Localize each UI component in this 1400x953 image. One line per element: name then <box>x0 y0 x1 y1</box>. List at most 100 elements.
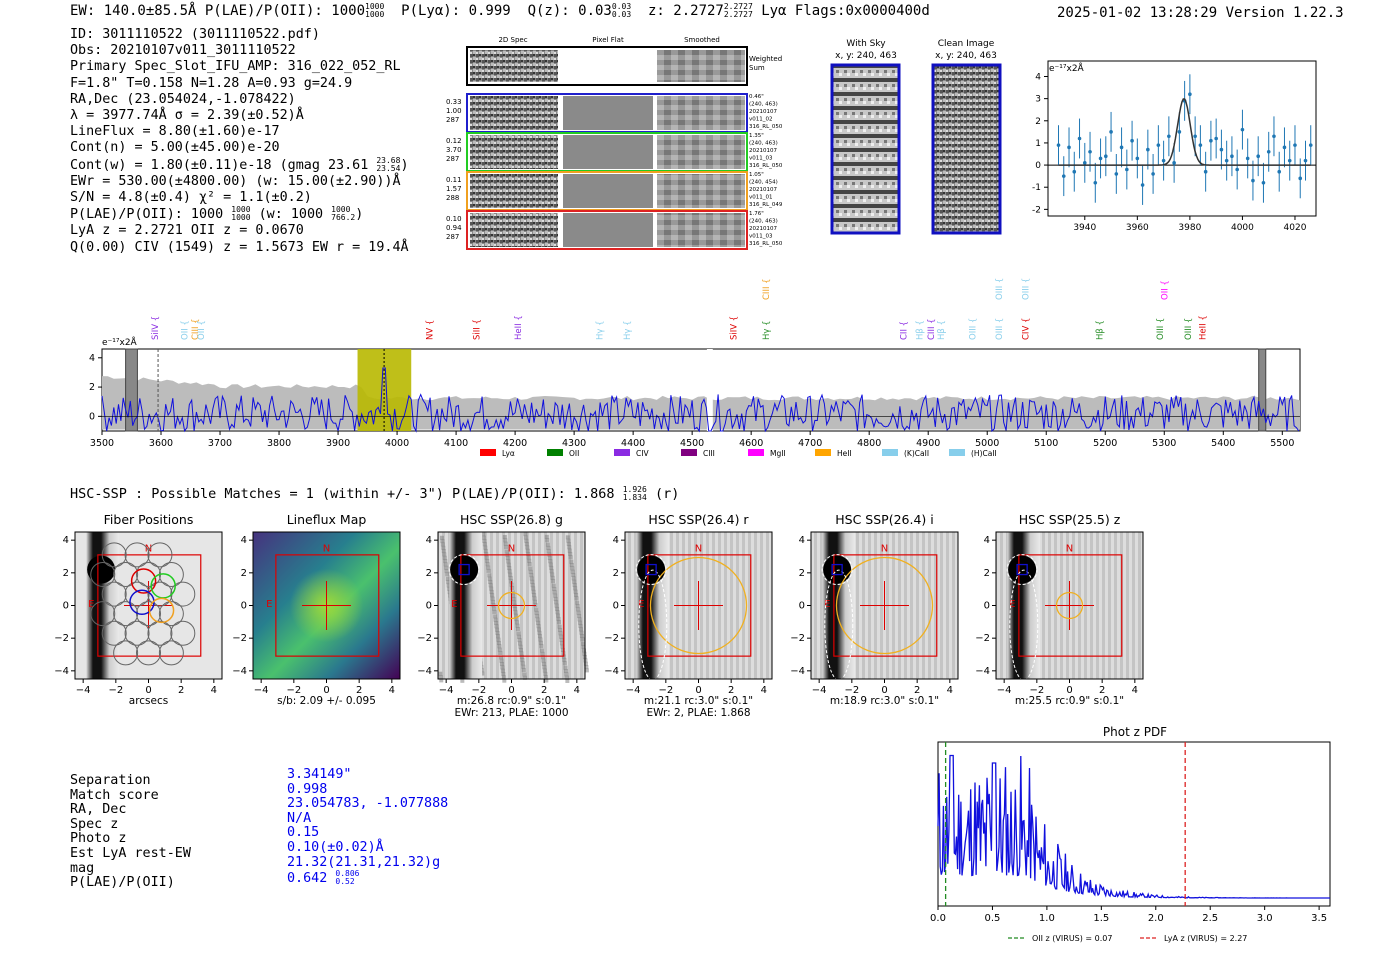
spectrum-xtick-label: 3500 <box>90 438 114 449</box>
noise-pixel <box>520 661 525 666</box>
zoom-data-point <box>1119 145 1124 150</box>
zoom-ytick-label: -1 <box>1032 183 1041 193</box>
cutout-row-right-label: 316_RL_050 <box>749 124 783 130</box>
hsc-ytick-label: 0 <box>63 601 69 612</box>
noise-pixel <box>492 606 497 611</box>
noise-pixel <box>540 648 545 653</box>
noise-pixel <box>559 634 564 639</box>
noise-pixel <box>546 545 551 550</box>
hsc-ytick-label: 4 <box>241 535 247 546</box>
hsc-panel-title: HSC SSP(26.4) r <box>648 512 749 527</box>
spectrum-xtick-label: 4300 <box>562 438 586 449</box>
cutout-2dspec-image <box>470 213 558 247</box>
noise-pixel <box>552 590 557 595</box>
label-specz: Spec z <box>70 816 119 832</box>
catalog-source-marker <box>1016 563 1028 576</box>
fiber-circle <box>136 640 161 666</box>
zoom-data-point <box>1272 134 1276 139</box>
value-separation: 3.34149" <box>287 767 352 782</box>
fiber-blue <box>129 589 155 615</box>
zoom-data-point <box>1161 158 1166 163</box>
zoom-data-point <box>1156 143 1161 147</box>
noise-pixel <box>443 559 448 564</box>
hsc-ytick-label: 4 <box>63 535 69 546</box>
noise-pixel <box>501 672 506 677</box>
legend-swatch <box>547 449 563 456</box>
hsc-xtick-label: −4 <box>76 685 91 696</box>
hsc-xtick-label: 0 <box>1066 685 1072 696</box>
cutout-pixelflat-image <box>563 135 653 169</box>
noise-pixel <box>582 648 587 653</box>
clean-image <box>931 63 1002 235</box>
noise-pixel <box>559 637 564 642</box>
noise-pixel <box>577 617 582 622</box>
zoom-data-point <box>1125 167 1129 172</box>
noise-pixel <box>513 610 518 615</box>
noise-pixel <box>554 603 559 608</box>
noise-pixel <box>556 613 561 618</box>
cutout-row-left-label: 3.70 <box>446 146 462 154</box>
hsc-panel-caption: arcsecs <box>129 695 168 707</box>
spectrum-xtick-label: 5300 <box>1152 438 1176 449</box>
cutout-row-right-label: 20210107 <box>749 187 777 193</box>
noise-pixel <box>568 555 573 560</box>
noise-pixel <box>520 658 525 663</box>
hsc-xtick-label: −4 <box>997 685 1012 696</box>
aperture-circle <box>835 556 934 655</box>
noise-pixel <box>503 538 508 543</box>
value-mag: 21.32(21.31,21.32)g <box>287 854 441 870</box>
noise-pixel <box>541 661 546 666</box>
hsc-panel-caption: m:26.8 rc:0.9" s:0.1" <box>457 695 566 707</box>
noise-pixel <box>511 593 516 598</box>
zoom-ytick-label: -2 <box>1032 205 1041 215</box>
zoom-data-point <box>1298 176 1303 181</box>
noise-pixel <box>543 671 548 676</box>
noise-pixel <box>531 589 536 594</box>
noise-pixel <box>498 650 503 655</box>
noise-pixel <box>442 555 447 560</box>
hsc-xtick-label: −4 <box>439 685 454 696</box>
noise-pixel <box>446 583 451 588</box>
zoom-chart-frame <box>1047 60 1317 217</box>
noise-pixel <box>578 627 583 632</box>
spectrum-ytick-label: 4 <box>89 353 95 364</box>
hsc-xtick-label: −4 <box>254 685 269 696</box>
hsc-xtick-label: 0 <box>695 685 701 696</box>
spectrum-xtick-label: 3700 <box>208 438 232 449</box>
emission-line-label: Hβ { <box>937 320 947 340</box>
hsc-panel: HSC SSP(26.4) i N E −4 −4 −2 −2 0 0 2 2 4 4 m:18.9 rc… <box>790 512 959 707</box>
noise-pixel <box>564 675 569 680</box>
noise-pixel <box>528 569 533 574</box>
noise-pixel <box>566 538 571 543</box>
zoom-data-point <box>1188 92 1192 97</box>
hsc-xtick-label: −2 <box>286 685 301 696</box>
cutout-header-pixelflat: Pixel Flat <box>592 36 624 44</box>
hsc-ytick-label: 4 <box>426 535 432 546</box>
hsc-xtick-label: 0 <box>881 685 887 696</box>
noise-pixel <box>579 634 584 639</box>
emission-line-label: OIII { <box>1156 318 1166 340</box>
hsc-xtick-label: 0 <box>508 685 514 696</box>
noise-pixel <box>530 579 535 584</box>
legend-swatch <box>748 449 764 456</box>
noise-pixel <box>538 640 543 645</box>
noise-pixel <box>446 580 451 585</box>
hsc-panel-caption: m:25.5 rc:0.9" s:0.1" <box>1015 695 1124 707</box>
legend-label: OII <box>569 449 579 458</box>
fiber-orange <box>148 597 175 624</box>
zoom-data-point <box>1167 134 1171 139</box>
zoom-data-point <box>1224 158 1229 163</box>
noise-pixel <box>559 641 564 646</box>
hsc-xtick-label: 4 <box>574 685 580 696</box>
bright-star-core <box>637 555 666 584</box>
spectrum-xtick-label: 4000 <box>385 438 409 449</box>
noise-pixel <box>574 592 579 597</box>
match-table-labels: Separation Match score RA, Dec Spec z Ph… <box>70 773 191 891</box>
noise-pixel <box>495 634 500 639</box>
noise-pixel <box>517 634 522 639</box>
noise-pixel <box>529 573 534 578</box>
full-spectrum-chart: SiIV {OII {CIII {OII {NV {SiII {HeII {Hγ… <box>89 278 1301 458</box>
bright-star-core <box>450 555 479 584</box>
emission-line-label: Hγ { <box>762 320 772 340</box>
info-fwhm: F=1.8" T=0.158 N=1.28 A=0.93 g=24.9 <box>70 75 353 91</box>
